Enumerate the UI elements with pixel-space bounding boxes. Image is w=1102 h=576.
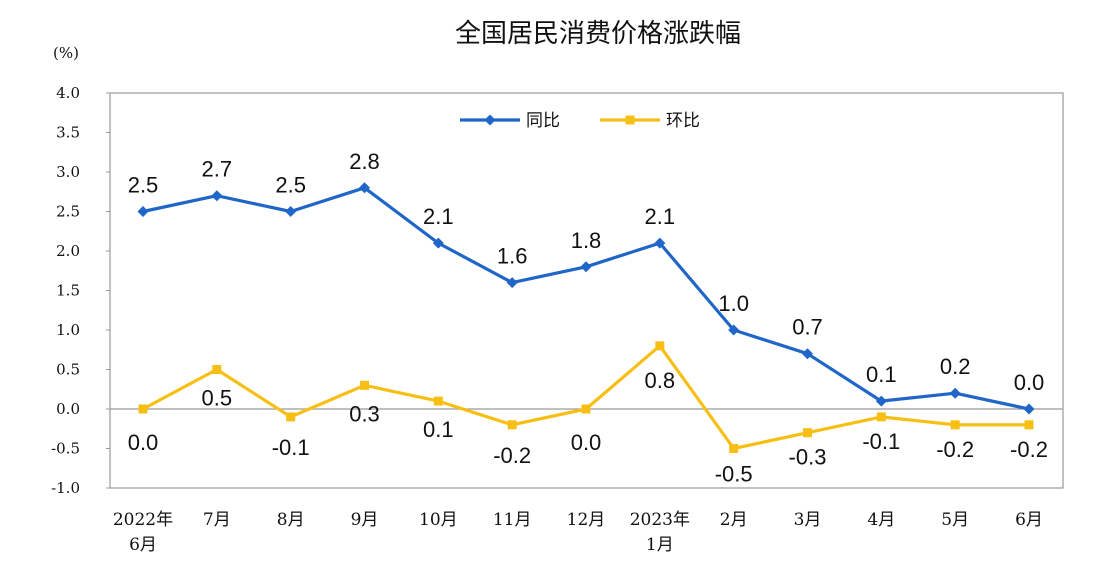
- data-label-mom: 0.1: [423, 417, 454, 442]
- x-tick-label: 2023年 1月: [630, 510, 690, 555]
- data-label-yoy: 1.8: [571, 228, 602, 253]
- data-point-mom: [507, 420, 517, 430]
- data-label-mom: -0.1: [862, 429, 900, 454]
- x-tick-label: 2022年 6月: [113, 510, 173, 555]
- legend-label-yoy: 同比: [526, 111, 560, 131]
- y-tick-label: -0.5: [51, 440, 80, 458]
- data-point-mom: [950, 420, 960, 430]
- data-labels-layer: 2.5 2.7 2.5 2.8 2.1 1.6 1.8 2.1 1.0 0.7 0.1 0.2 0.0 0…: [128, 149, 1048, 487]
- x-tick-label: 2月: [720, 510, 748, 530]
- data-point-yoy: [359, 182, 370, 194]
- legend-marker-mom: [625, 115, 635, 125]
- data-point-mom: [729, 444, 739, 453]
- data-label-yoy: 0.1: [866, 362, 897, 387]
- data-label-yoy: 0.2: [940, 354, 971, 379]
- data-label-yoy: 0.7: [792, 315, 823, 340]
- y-tick-label: 0.5: [56, 361, 80, 379]
- y-tick-label: 3.0: [56, 163, 80, 181]
- data-label-mom: -0.3: [789, 445, 827, 470]
- data-label-mom: 0.0: [128, 430, 159, 455]
- data-point-yoy: [137, 206, 149, 217]
- legend: 同比 环比: [460, 111, 700, 131]
- data-point-yoy: [949, 387, 961, 399]
- legend-label-mom: 环比: [666, 111, 700, 131]
- data-point-yoy: [875, 395, 887, 407]
- data-label-yoy: 2.5: [275, 173, 306, 198]
- data-point-yoy: [728, 324, 740, 336]
- y-axis-ticks: 4.0 3.5 3.0 2.5 2.0 1.5 1.0 0.5 0.0 -0.5 -1.0: [51, 84, 110, 497]
- data-point-yoy: [432, 237, 444, 249]
- data-label-mom: -0.1: [272, 435, 310, 460]
- y-tick-label: -1.0: [51, 479, 80, 497]
- data-point-yoy: [211, 190, 223, 202]
- data-label-mom: -0.2: [493, 443, 531, 468]
- data-label-mom: -0.2: [936, 437, 974, 462]
- data-label-yoy: 1.0: [718, 291, 749, 316]
- data-point-yoy: [285, 206, 297, 217]
- data-point-mom: [212, 365, 222, 374]
- data-label-mom: 0.3: [349, 401, 380, 426]
- x-tick-label: 12月: [567, 510, 606, 530]
- data-point-mom: [138, 404, 148, 414]
- data-label-mom: -0.2: [1010, 437, 1048, 462]
- x-tick-label: 4月: [867, 510, 895, 530]
- y-axis-unit-label: (%): [53, 44, 79, 62]
- data-label-mom: 0.5: [202, 386, 233, 411]
- data-point-yoy: [506, 277, 518, 289]
- data-point-yoy: [802, 348, 813, 360]
- data-label-mom: -0.5: [715, 462, 753, 487]
- data-point-mom: [433, 396, 443, 406]
- data-point-mom: [360, 380, 369, 390]
- x-tick-label: 6月: [1015, 510, 1043, 530]
- x-tick-label: 10月: [419, 510, 458, 530]
- data-label-mom: 0.0: [571, 430, 602, 455]
- data-point-mom: [803, 428, 812, 438]
- data-label-yoy: 2.8: [349, 149, 380, 174]
- y-tick-label: 2.5: [56, 203, 80, 221]
- data-point-mom: [876, 412, 886, 422]
- data-point-mom: [581, 404, 591, 414]
- legend-marker-yoy: [484, 114, 496, 126]
- x-tick-label: 8月: [277, 510, 305, 530]
- data-label-yoy: 1.6: [497, 244, 528, 269]
- data-label-yoy: 2.1: [645, 204, 676, 229]
- data-label-yoy: 2.7: [202, 157, 233, 182]
- data-point-yoy: [654, 237, 666, 249]
- data-label-yoy: 2.1: [423, 204, 454, 229]
- x-tick-label: 3月: [794, 510, 822, 530]
- data-label-yoy: 2.5: [128, 173, 159, 198]
- y-tick-label: 2.0: [56, 242, 80, 260]
- chart-title: 全国居民消费价格涨跌幅: [455, 19, 741, 49]
- series-layer: [137, 182, 1035, 453]
- y-tick-label: 3.5: [56, 124, 80, 142]
- x-tick-label: 9月: [351, 510, 379, 530]
- data-point-mom: [1024, 420, 1034, 430]
- y-tick-label: 1.5: [56, 282, 80, 300]
- y-tick-label: 0.0: [56, 400, 80, 418]
- x-tick-label: 5月: [941, 510, 969, 530]
- data-label-yoy: 0.0: [1014, 370, 1045, 395]
- data-label-mom: 0.8: [645, 368, 676, 393]
- data-point-yoy: [580, 261, 592, 273]
- y-tick-label: 1.0: [56, 321, 80, 339]
- x-axis-ticks: 2022年 6月 7月 8月 9月 10月 11月 12月 2023年 1月 2月 3月 4月 5月 6月: [113, 510, 1043, 555]
- x-tick-label: 11月: [493, 510, 532, 530]
- x-tick-label: 7月: [203, 510, 231, 530]
- data-point-mom: [655, 341, 665, 351]
- y-tick-label: 4.0: [56, 84, 80, 102]
- data-point-yoy: [1023, 403, 1035, 415]
- data-point-mom: [286, 412, 296, 422]
- plot-area-frame: [109, 92, 1064, 489]
